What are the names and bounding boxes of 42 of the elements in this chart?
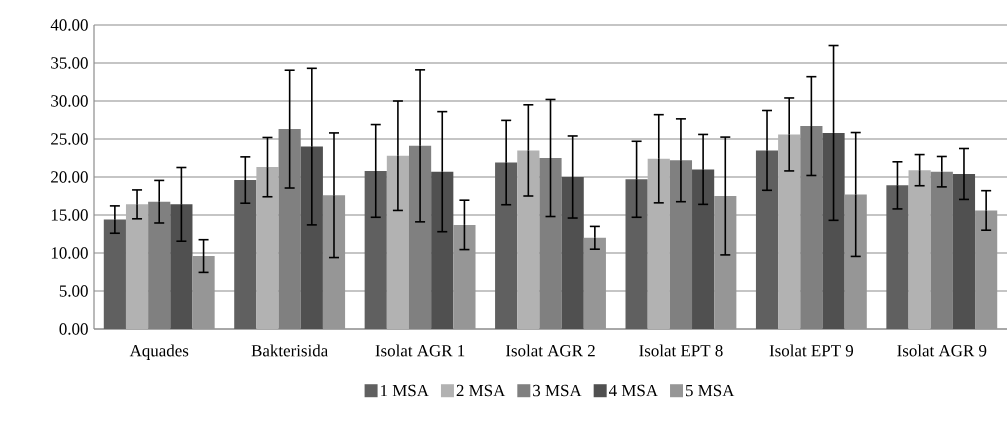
x-tick-label: Aquades: [129, 344, 189, 360]
bar: [103, 219, 126, 329]
legend-label: 5 MSA: [686, 384, 735, 397]
x-tick-label: Isolat AGR 2: [505, 344, 595, 357]
legend-label: 2 MSA: [456, 384, 506, 397]
y-tick-label: 30.00: [51, 95, 88, 107]
bar: [692, 169, 715, 329]
bar: [952, 173, 976, 329]
legend-label: 1 MSA: [381, 384, 429, 397]
bar: [755, 150, 779, 329]
bar: [886, 185, 909, 329]
y-tick-label: 5.00: [59, 285, 88, 297]
x-tick-label: Bakterisida: [251, 344, 328, 357]
bar: [364, 170, 387, 329]
y-tick-label: 25.00: [51, 133, 88, 145]
x-tick-label: Isolat AGR 9: [897, 344, 987, 357]
y-tick-label: 0.00: [59, 323, 88, 335]
bar: [561, 177, 584, 329]
y-tick-label: 35.00: [51, 57, 88, 69]
bar: [778, 134, 801, 329]
y-tick-label: 10.00: [51, 247, 88, 259]
bar: [517, 150, 540, 329]
y-tick-label: 20.00: [51, 171, 88, 183]
bar: [300, 146, 323, 329]
y-tick-label: 15.00: [51, 209, 88, 221]
bar: [234, 180, 257, 329]
bar: [386, 155, 409, 329]
bar: [125, 204, 149, 329]
bar: [256, 167, 279, 329]
legend-label: 3 MSA: [533, 384, 582, 397]
x-tick-label: Isolat EPT 8: [639, 344, 723, 357]
bar: [495, 162, 518, 329]
legend-label: 4 MSA: [608, 384, 658, 397]
bar: [647, 158, 670, 329]
x-tick-label: Isolat AGR 1: [375, 344, 465, 357]
x-tick-label: Isolat EPT 9: [769, 344, 854, 357]
bar: [170, 204, 193, 329]
bar: [431, 171, 454, 329]
bar: [908, 170, 931, 329]
bar: [822, 132, 845, 329]
y-tick-label: 40.00: [50, 19, 88, 31]
bar: [625, 179, 648, 329]
